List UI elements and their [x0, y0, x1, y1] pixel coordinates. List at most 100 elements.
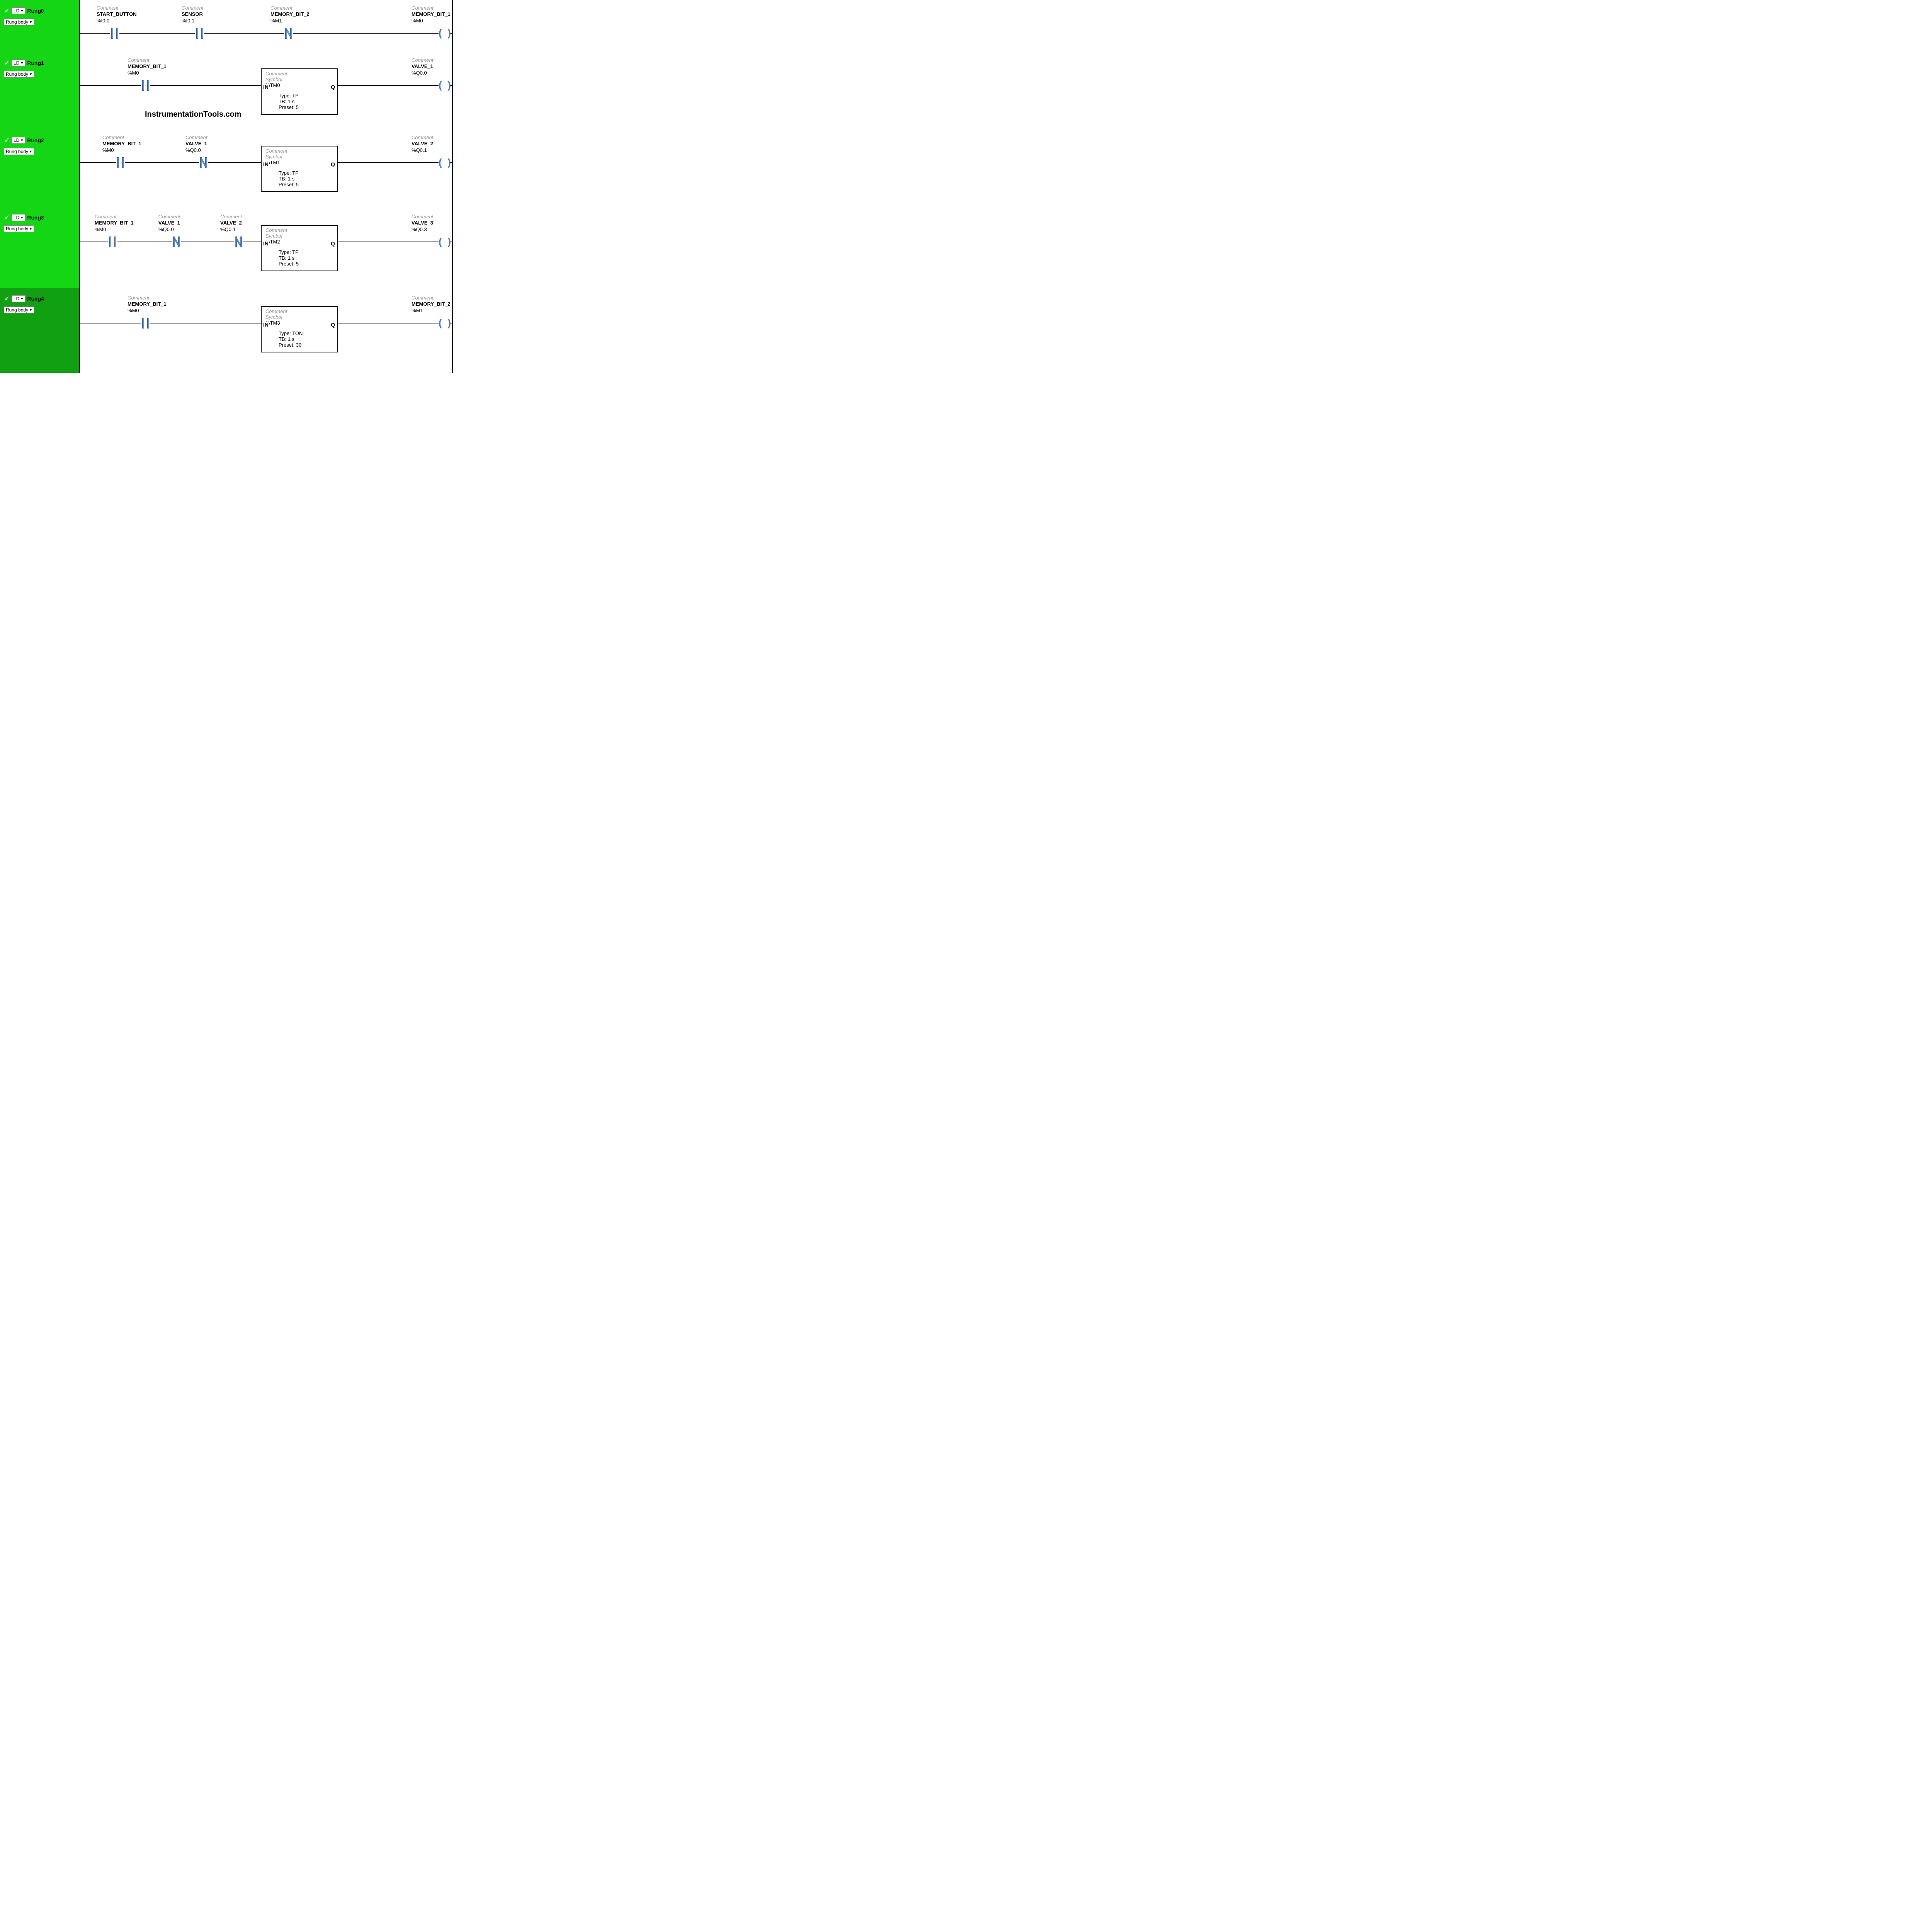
language-select[interactable]: LD ▼ [12, 214, 26, 221]
language-select[interactable]: LD ▼ [12, 60, 26, 66]
timer-block[interactable]: INQCommentSymbol%TM3Type: TONTB: 1 sPres… [261, 306, 338, 352]
left-rail [79, 288, 80, 373]
contact-nc[interactable] [172, 237, 181, 247]
rungbody-label: Rung body [6, 19, 28, 25]
coil[interactable] [439, 29, 450, 39]
left-rail [79, 52, 80, 129]
rung-body-select[interactable]: Rung body ▼ [4, 148, 34, 155]
contact-no[interactable] [116, 157, 125, 168]
right-rail [452, 52, 453, 129]
contact-label: CommentVALVE_2%Q0.1 [220, 214, 242, 233]
wire [293, 33, 439, 34]
chevron-down-icon: ▼ [29, 20, 32, 24]
wire [125, 162, 199, 163]
contact-nc[interactable] [234, 237, 243, 247]
rung-body-select[interactable]: Rung body ▼ [4, 225, 34, 232]
ld-label: LD [14, 60, 19, 66]
rung-sidebar: ✓LD ▼Rung0Rung body ▼ [0, 0, 79, 52]
rung-title: Rung2 [27, 137, 44, 143]
rung-sidebar: ✓LD ▼Rung4Rung body ▼ [0, 288, 79, 373]
contact-nc[interactable] [199, 157, 208, 168]
contact-label: CommentMEMORY_BIT_1%M0 [128, 295, 167, 314]
right-rail [452, 129, 453, 207]
wire [204, 33, 284, 34]
rungbody-label: Rung body [6, 226, 28, 231]
coil[interactable] [439, 238, 450, 248]
contact-no[interactable] [195, 28, 204, 39]
check-icon: ✓ [4, 7, 10, 15]
right-rail [452, 288, 453, 373]
coil[interactable] [439, 81, 450, 91]
timer-param: TB: 1 s [279, 336, 333, 342]
coil[interactable] [439, 158, 450, 168]
timer-param: TB: 1 s [279, 176, 333, 182]
language-select[interactable]: LD ▼ [12, 295, 26, 302]
coil[interactable] [439, 319, 450, 329]
wire [450, 162, 452, 163]
ld-label: LD [14, 215, 19, 220]
timer-pin-in: IN [262, 322, 269, 328]
rung-canvas: CommentSTART_BUTTON%I0.0 CommentSENSOR%I0… [79, 0, 464, 52]
contact-no[interactable] [141, 318, 150, 328]
timer-pin-in: IN [262, 240, 269, 247]
check-icon: ✓ [4, 295, 10, 303]
timer-param: Preset: 5 [279, 104, 333, 110]
timer-pin-in: IN [262, 84, 269, 90]
contact-no[interactable] [108, 237, 117, 247]
timer-pin-q: Q [330, 322, 336, 328]
contact-label: CommentMEMORY_BIT_1%M0 [95, 214, 134, 233]
rung-1: ✓LD ▼Rung1Rung body ▼CommentMEMORY_BIT_1… [0, 52, 464, 129]
rung-title: Rung3 [27, 214, 44, 221]
rung-body-select[interactable]: Rung body ▼ [4, 306, 34, 313]
contact-label: CommentMEMORY_BIT_1%M0 [128, 57, 167, 76]
timer-param: Type: TP [279, 93, 333, 99]
rung-sidebar: ✓LD ▼Rung2Rung body ▼ [0, 129, 79, 207]
rung-4: ✓LD ▼Rung4Rung body ▼ CommentMEMORY_BIT_1… [0, 288, 464, 373]
chevron-down-icon: ▼ [29, 150, 32, 153]
contact-label: CommentSENSOR%I0.1 [182, 5, 203, 24]
ld-label: LD [14, 138, 19, 143]
chevron-down-icon: ▼ [20, 297, 24, 301]
rung-body-select[interactable]: Rung body ▼ [4, 19, 34, 26]
chevron-down-icon: ▼ [20, 138, 24, 142]
ld-label: LD [14, 8, 19, 14]
contact-no[interactable] [110, 28, 119, 39]
coil-label: CommentMEMORY_BIT_1%M0 [412, 5, 451, 24]
rung-body-select[interactable]: Rung body ▼ [4, 71, 34, 78]
wire [338, 85, 439, 86]
timer-param: Type: TP [279, 249, 333, 255]
wire [150, 85, 261, 86]
wire [79, 85, 141, 86]
wire [119, 33, 195, 34]
timer-pin-q: Q [330, 161, 336, 167]
contact-nc[interactable] [284, 28, 293, 39]
timer-param: TB: 1 s [279, 99, 333, 104]
right-rail [452, 0, 453, 52]
wire [79, 162, 116, 163]
wire [338, 162, 439, 163]
rung-canvas: CommentMEMORY_BIT_1%M0INQCommentSymbol%T… [79, 288, 464, 373]
timer-block[interactable]: INQCommentSymbol%TM0Type: TPTB: 1 sPrese… [261, 68, 338, 115]
contact-label: CommentMEMORY_BIT_2%M1 [270, 5, 310, 24]
chevron-down-icon: ▼ [29, 227, 32, 231]
contact-label: CommentSTART_BUTTON%I0.0 [97, 5, 137, 24]
wire [208, 162, 261, 163]
coil-label: CommentVALVE_3%Q0.3 [412, 214, 433, 233]
contact-label: CommentVALVE_1%Q0.0 [185, 134, 207, 153]
coil-label: CommentVALVE_2%Q0.1 [412, 134, 433, 153]
timer-param: Preset: 5 [279, 182, 333, 187]
timer-param: TB: 1 s [279, 255, 333, 261]
rung-sidebar: ✓LD ▼Rung3Rung body ▼ [0, 207, 79, 288]
check-icon: ✓ [4, 214, 10, 221]
rungbody-label: Rung body [6, 149, 28, 154]
timer-pin-in: IN [262, 161, 269, 167]
language-select[interactable]: LD ▼ [12, 137, 26, 144]
wire [79, 33, 110, 34]
timer-pin-q: Q [330, 240, 336, 247]
contact-label: CommentMEMORY_BIT_1%M0 [102, 134, 141, 153]
timer-block[interactable]: INQCommentSymbol%TM1Type: TPTB: 1 sPrese… [261, 146, 338, 192]
chevron-down-icon: ▼ [20, 9, 24, 13]
contact-no[interactable] [141, 80, 150, 91]
timer-block[interactable]: INQCommentSymbol%TM2Type: TPTB: 1 sPrese… [261, 225, 338, 271]
language-select[interactable]: LD ▼ [12, 7, 26, 14]
